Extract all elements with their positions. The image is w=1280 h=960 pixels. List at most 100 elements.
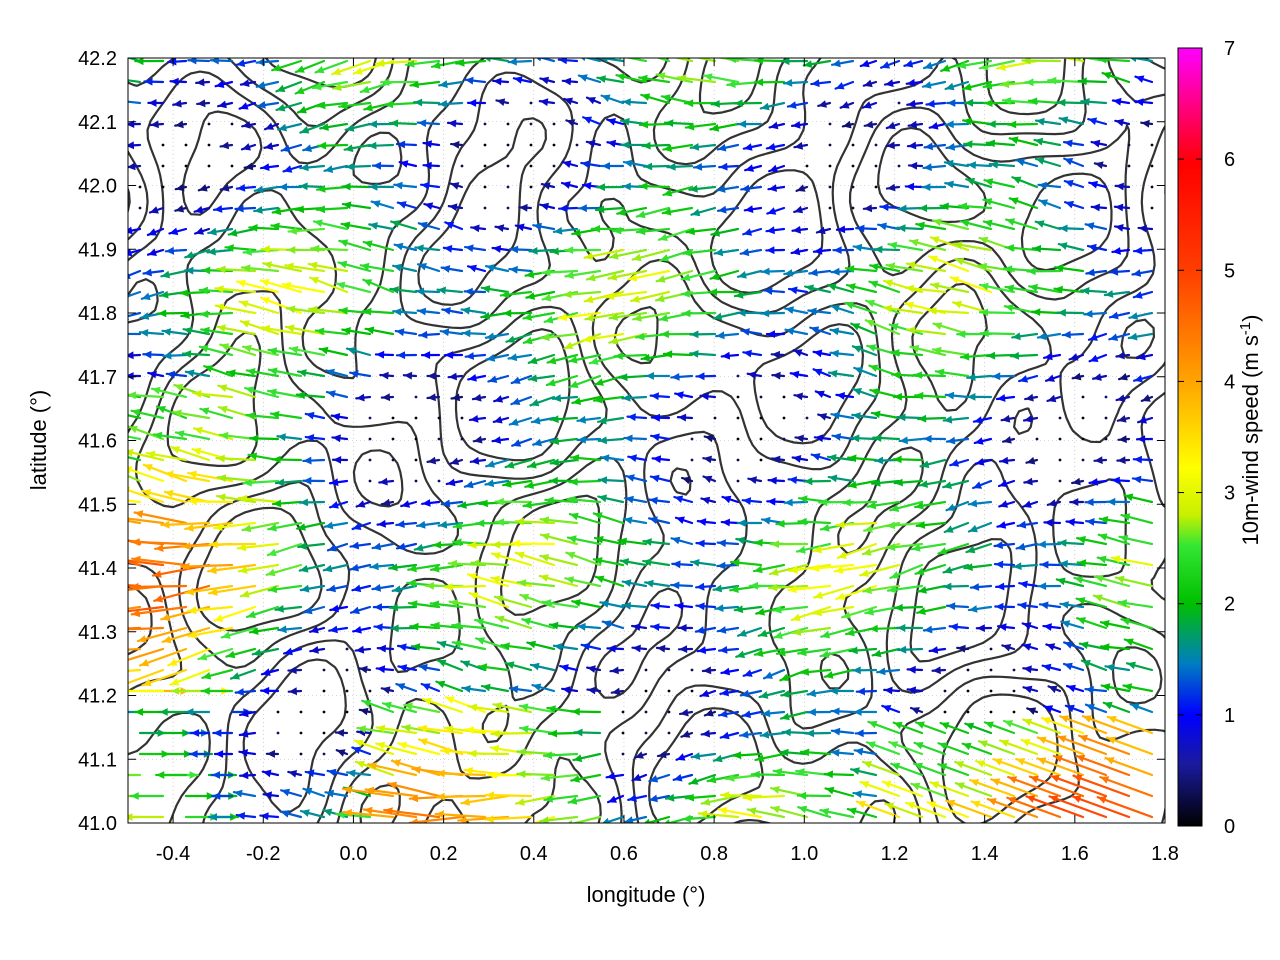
wind-vector — [1062, 662, 1085, 672]
wind-vector — [193, 227, 211, 235]
wind-vector — [621, 98, 648, 106]
wind-vector — [243, 162, 257, 171]
wind-vector — [999, 739, 1039, 756]
wind-vector — [873, 245, 901, 254]
wind-vector — [1018, 580, 1039, 589]
wind-vector — [1096, 555, 1131, 567]
wind-vector — [663, 119, 694, 127]
wind-vector — [736, 395, 740, 399]
wind-vector — [160, 269, 188, 279]
wind-vector — [762, 668, 786, 680]
wind-vector — [440, 499, 464, 508]
wind-vector — [993, 541, 1016, 550]
wind-vector — [128, 226, 142, 235]
wind-vector — [1135, 352, 1154, 361]
wind-vector — [1022, 685, 1039, 694]
wind-vector — [1085, 518, 1108, 526]
wind-vector — [302, 456, 326, 465]
wind-vector — [213, 605, 257, 622]
wind-vector — [460, 660, 487, 672]
wind-vector — [844, 301, 878, 315]
x-tick-label: 0.4 — [520, 843, 548, 865]
wind-vector — [851, 388, 878, 399]
wind-vector — [905, 261, 947, 273]
wind-vector — [551, 394, 579, 403]
wind-vector — [759, 416, 763, 420]
wind-vector — [445, 478, 464, 487]
wind-vector — [635, 206, 671, 219]
wind-vector — [836, 542, 878, 559]
wind-vector — [128, 456, 142, 462]
wind-vector — [783, 269, 809, 277]
wind-vector — [910, 782, 947, 798]
wind-vector — [572, 752, 602, 763]
wind-vector — [374, 350, 395, 359]
wind-vector — [368, 479, 372, 483]
y-tick-label: 41.8 — [78, 303, 117, 325]
wind-vector — [592, 512, 625, 525]
wind-vector — [606, 794, 625, 804]
wind-vector — [782, 395, 786, 399]
wind-vector — [702, 475, 717, 484]
wind-vector — [1075, 597, 1108, 609]
wind-vector — [917, 204, 947, 213]
wind-vector — [398, 160, 418, 168]
wind-vector — [690, 689, 694, 693]
wind-vector — [294, 59, 326, 74]
wind-vector — [209, 58, 234, 65]
wind-vector — [1103, 290, 1131, 298]
wind-vector — [662, 350, 694, 359]
wind-vector — [449, 457, 464, 465]
wind-vector — [1026, 707, 1039, 715]
wind-vector — [447, 203, 464, 212]
wind-vector — [153, 584, 211, 603]
wind-vector — [174, 204, 188, 213]
wind-vector — [483, 206, 487, 210]
y-tick-label: 41.7 — [78, 367, 117, 389]
wind-vector — [198, 286, 234, 295]
wind-vector — [864, 605, 901, 616]
wind-vector — [521, 617, 556, 630]
wind-vector — [898, 436, 924, 445]
wind-vector — [174, 120, 188, 129]
wind-vector — [128, 58, 142, 63]
wind-vector — [926, 801, 970, 819]
wind-vector — [618, 373, 648, 382]
wind-vector — [804, 284, 832, 294]
wind-vector — [965, 177, 993, 189]
wind-vector — [685, 227, 717, 236]
wind-vector — [913, 741, 947, 756]
wind-vector — [961, 742, 993, 756]
wind-vector — [884, 802, 924, 819]
wind-vector — [863, 120, 878, 129]
wind-vector — [733, 290, 763, 299]
wind-vector — [128, 605, 142, 610]
wind-vector — [662, 143, 694, 153]
wind-vector — [829, 327, 855, 336]
wind-vector — [1123, 493, 1154, 504]
wind-vector — [719, 731, 740, 740]
wind-vector — [356, 725, 395, 735]
wind-vector — [696, 518, 717, 526]
wind-vector — [921, 183, 947, 191]
wind-vector — [763, 287, 786, 295]
wind-vector — [823, 770, 855, 779]
wind-vector — [468, 592, 510, 609]
x-tick-label: 1.2 — [881, 843, 909, 865]
wind-vector — [485, 458, 510, 468]
wind-vector — [1093, 574, 1131, 588]
wind-vector — [851, 412, 878, 420]
wind-vector — [949, 276, 993, 294]
wind-vector — [830, 411, 855, 420]
wind-vector — [1052, 754, 1108, 777]
wind-vector — [304, 411, 326, 420]
wind-vector — [666, 162, 694, 171]
wind-vector — [744, 164, 763, 172]
wind-vector — [695, 602, 717, 611]
wind-vector — [483, 143, 487, 147]
wind-vector — [1114, 182, 1131, 191]
wind-vector — [491, 436, 510, 444]
wind-vector — [500, 642, 533, 651]
wind-vector — [597, 476, 625, 485]
wind-vector — [414, 479, 418, 483]
